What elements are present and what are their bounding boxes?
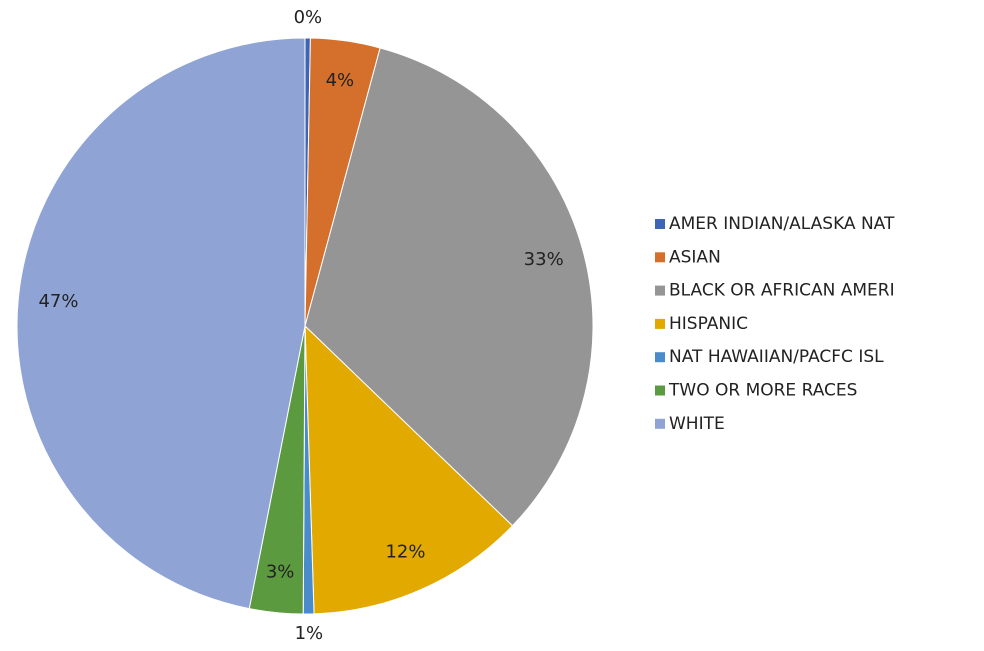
legend-swatch — [655, 219, 665, 229]
legend-swatch — [655, 418, 665, 429]
legend-label: TWO OR MORE RACES — [668, 381, 857, 401]
legend-label: NAT HAWAIIAN/PACFC ISL — [669, 347, 884, 367]
legend-label: WHITE — [669, 414, 725, 434]
data-label: 3% — [266, 561, 295, 582]
legend-label: ASIAN — [669, 247, 721, 267]
legend-swatch — [655, 318, 665, 329]
legend-swatch — [655, 252, 665, 263]
legend-label: HISPANIC — [669, 314, 748, 334]
data-label: 33% — [524, 249, 564, 270]
data-label: 47% — [38, 291, 78, 312]
legend-swatch — [655, 385, 665, 396]
data-label: 0% — [294, 7, 323, 28]
data-label: 1% — [295, 623, 324, 644]
pie-slice — [16, 37, 306, 610]
legend-swatch — [655, 285, 665, 296]
data-label: 12% — [385, 541, 425, 562]
legend-label: AMER INDIAN/ALASKA NAT — [669, 214, 895, 234]
pie-slice — [304, 47, 594, 527]
legend-swatch — [655, 352, 665, 363]
pie-slice — [304, 324, 514, 615]
legend-label: BLACK OR AFRICAN AMERI — [669, 281, 895, 301]
data-label: 4% — [326, 70, 355, 91]
